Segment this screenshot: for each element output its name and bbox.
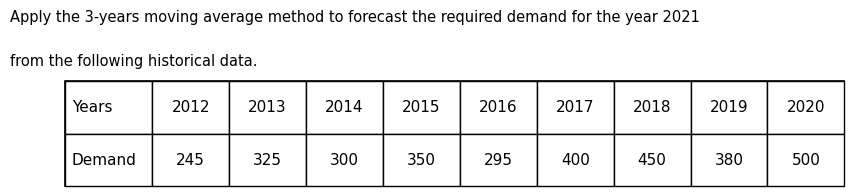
Text: 2019: 2019 (709, 100, 748, 115)
Text: 300: 300 (330, 152, 359, 168)
Text: 2017: 2017 (556, 100, 594, 115)
Bar (614, 134, 690, 186)
Bar (690, 134, 767, 186)
Text: Apply the 3-years moving average method to forecast the required demand for the : Apply the 3-years moving average method … (10, 10, 701, 25)
Bar (152, 134, 229, 186)
Bar (383, 134, 460, 186)
Bar (383, 81, 460, 134)
Text: 380: 380 (714, 152, 744, 168)
Bar (65, 134, 152, 186)
Bar (460, 81, 537, 134)
Text: 2020: 2020 (786, 100, 825, 115)
Text: 295: 295 (484, 152, 513, 168)
Bar (229, 134, 306, 186)
Text: Demand: Demand (72, 152, 137, 168)
Bar (537, 134, 614, 186)
Bar (306, 134, 383, 186)
Bar (306, 81, 383, 134)
Text: 500: 500 (792, 152, 820, 168)
Text: 400: 400 (561, 152, 590, 168)
Text: Years: Years (72, 100, 113, 115)
Bar (152, 81, 229, 134)
Text: 2016: 2016 (479, 100, 518, 115)
Text: from the following historical data.: from the following historical data. (10, 54, 258, 69)
Bar (767, 81, 844, 134)
Text: 2012: 2012 (171, 100, 210, 115)
Text: 350: 350 (407, 152, 436, 168)
Bar (537, 81, 614, 134)
Bar (690, 81, 767, 134)
Text: 2014: 2014 (326, 100, 364, 115)
Text: 325: 325 (253, 152, 282, 168)
Text: 2015: 2015 (402, 100, 441, 115)
Bar (229, 81, 306, 134)
Bar (614, 81, 690, 134)
Bar (65, 81, 152, 134)
Text: 450: 450 (637, 152, 667, 168)
Text: 245: 245 (177, 152, 205, 168)
Bar (65, 81, 844, 186)
Bar (460, 134, 537, 186)
Text: 2013: 2013 (249, 100, 287, 115)
Bar (767, 134, 844, 186)
Text: 2018: 2018 (633, 100, 671, 115)
